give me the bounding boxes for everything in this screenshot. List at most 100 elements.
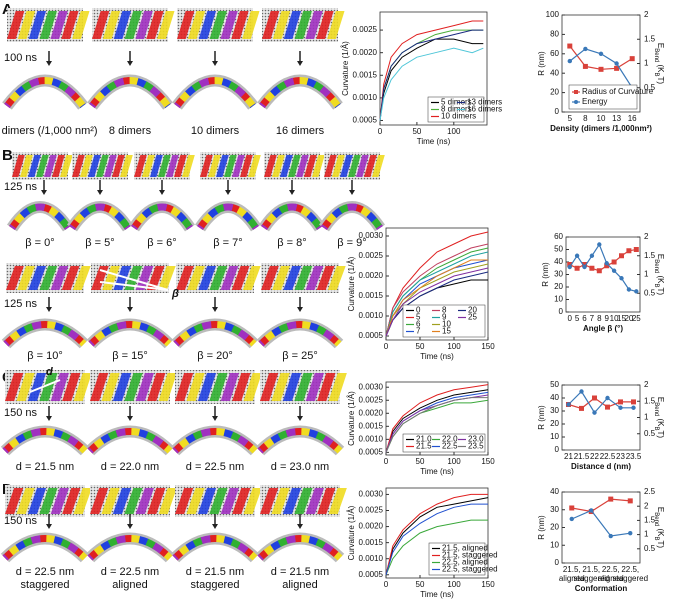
caption: d = 21.5 nm	[186, 566, 244, 578]
y-tick-label: 20	[550, 88, 559, 97]
x-axis-label: Density (dimers /1,000nm²)	[550, 124, 652, 133]
y-tick-label: 0.0025	[359, 395, 384, 404]
y2-label-run: Bend	[653, 512, 659, 526]
y-axis-label: Curvature (1/Å)	[341, 41, 350, 96]
series-line	[385, 397, 488, 453]
legend-label: 8 dimers	[441, 105, 472, 114]
membrane-curve-dimer	[4, 77, 86, 109]
protein-dimer	[332, 155, 345, 177]
y-tick-label: 0.0010	[359, 554, 384, 563]
marker	[579, 389, 584, 394]
protein-dimer	[39, 266, 58, 290]
protein-dimer	[135, 266, 154, 290]
x-tick-label: 6	[582, 314, 587, 323]
legend-box	[402, 433, 486, 453]
protein-dimer	[197, 488, 217, 514]
protein-dimer	[27, 373, 47, 401]
marker	[604, 263, 610, 269]
x-tick-label: 8	[583, 114, 588, 123]
marker	[569, 516, 574, 522]
protein-dimer	[52, 155, 65, 177]
series-line	[571, 509, 631, 537]
series-line	[569, 243, 637, 292]
protein-dimer	[280, 155, 293, 177]
protein-dimer	[296, 155, 309, 177]
y-tick-label: 0	[555, 107, 560, 116]
marker	[629, 56, 635, 62]
marker	[583, 46, 588, 52]
protein-dimer	[177, 11, 195, 39]
y-tick-label: 0.0015	[353, 70, 378, 79]
y-tick-label: 60	[550, 49, 559, 58]
legend-label: 21.5	[416, 442, 432, 451]
marker	[627, 498, 633, 504]
x-tick-label: 9	[604, 314, 609, 323]
protein-dimer	[220, 11, 238, 39]
x-tick-label: 0	[384, 457, 389, 466]
legend-label: 5 dimers	[441, 98, 472, 107]
protein-dimer	[39, 488, 58, 514]
protein-dimer	[340, 155, 353, 177]
caption: d = 22.5 nm	[16, 566, 74, 578]
y2-tick-label: 2	[644, 380, 649, 389]
time-label: 125 ns	[4, 181, 38, 193]
arrow-head	[46, 416, 52, 421]
protein-dimer	[17, 11, 36, 39]
membrane-curve-dimer	[257, 535, 343, 561]
arrow-head	[127, 61, 133, 66]
legend-label: 22.5	[442, 442, 458, 451]
membrane-curve-dimer	[9, 203, 71, 231]
membrane-curve-dimer	[131, 203, 193, 231]
protein-dimer	[182, 155, 195, 177]
protein-dimer	[231, 11, 249, 39]
membrane-curve-dimer	[87, 428, 173, 454]
protein-dimer	[317, 488, 336, 514]
y-tick-label: 10	[550, 540, 559, 549]
caption: β = 15°	[112, 350, 148, 362]
protein-dimer	[61, 266, 80, 290]
protein-dimer	[157, 11, 175, 39]
protein-dimer	[36, 155, 49, 177]
membrane-curve-dimer	[131, 203, 193, 231]
y2-tick-label: 1	[644, 413, 649, 422]
angle-annotation: β	[171, 288, 179, 300]
legend-label: 21.5, staggered	[442, 551, 498, 560]
membrane-curve-dimer	[197, 203, 259, 231]
y-tick-label: 0.0030	[359, 490, 384, 499]
protein-dimer	[16, 373, 35, 401]
membrane-curve-dimer	[257, 535, 343, 561]
protein-dimer	[120, 155, 133, 177]
y-tick-label: 40	[554, 257, 563, 266]
protein-dimer	[157, 266, 176, 290]
protein-dimer	[264, 155, 277, 177]
protein-dimer	[283, 266, 302, 290]
protein-dimer	[135, 11, 153, 39]
series-line	[385, 493, 488, 575]
legend-label: Radius of Curvature	[582, 87, 654, 96]
y-tick-label: 10	[554, 295, 563, 304]
marker	[589, 265, 595, 271]
y-tick-label: 10	[550, 432, 559, 441]
caption: β = 25°	[282, 350, 318, 362]
protein-dimer	[158, 373, 177, 401]
protein-dimer	[197, 373, 217, 401]
protein-dimer	[209, 11, 227, 39]
y2-label-run: B	[653, 284, 659, 288]
time-label: 150 ns	[4, 515, 38, 527]
membrane-curve-dimer	[3, 321, 87, 347]
y2-tick-label: 0.5	[644, 429, 656, 438]
y-tick-label: 0.0025	[359, 251, 384, 260]
x-tick-label: 5	[568, 114, 573, 123]
y2-tick-label: 2.5	[644, 487, 656, 496]
marker	[618, 399, 623, 405]
protein-dimer	[112, 488, 132, 514]
x-axis-label: Time (ns)	[420, 590, 454, 599]
protein-dimer	[294, 373, 313, 401]
protein-dimer	[142, 155, 155, 177]
protein-dimer	[50, 373, 69, 401]
protein-dimer	[92, 11, 110, 39]
x-tick-label: 7	[590, 314, 595, 323]
y-tick-label: 20	[550, 523, 559, 532]
marker	[567, 58, 572, 64]
protein-dimer	[232, 488, 251, 514]
